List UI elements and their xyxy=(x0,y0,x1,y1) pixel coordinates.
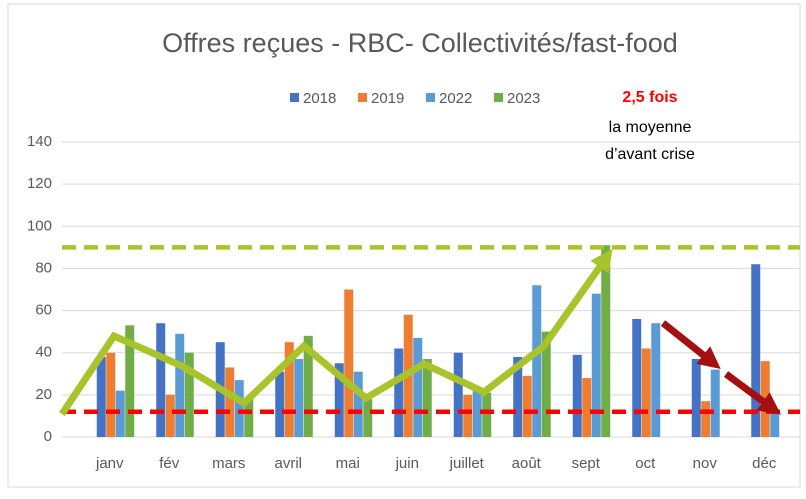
x-tick-label: janv xyxy=(95,455,124,472)
bar xyxy=(294,359,304,437)
bar xyxy=(96,356,106,437)
bar xyxy=(532,285,542,437)
bar xyxy=(156,323,166,437)
annotation-highlight: 2,5 fois xyxy=(622,89,677,106)
y-tick-label: 100 xyxy=(27,217,52,234)
bar xyxy=(463,394,473,437)
bar xyxy=(513,356,523,437)
bar xyxy=(710,369,720,437)
decline-arrow xyxy=(723,371,782,415)
y-tick-label: 80 xyxy=(35,259,52,276)
y-tick-label: 40 xyxy=(35,344,52,361)
legend-label: 2019 xyxy=(371,90,404,107)
bar xyxy=(522,375,532,437)
x-tick-label: mai xyxy=(336,455,360,472)
annotation-text: d’avant crise xyxy=(605,146,695,163)
legend-swatch xyxy=(494,93,503,102)
decline-arrow xyxy=(660,320,721,369)
bar xyxy=(225,367,235,437)
bar xyxy=(234,380,244,437)
bar xyxy=(541,331,551,437)
bar xyxy=(165,394,175,437)
legend-swatch xyxy=(290,93,299,102)
bar xyxy=(591,293,601,437)
y-tick-label: 60 xyxy=(35,302,52,319)
legend-swatch xyxy=(426,93,435,102)
bar xyxy=(751,264,761,437)
bar xyxy=(413,337,423,437)
x-tick-label: nov xyxy=(693,455,718,472)
bar xyxy=(601,245,611,437)
x-tick-label: août xyxy=(512,455,542,472)
bar xyxy=(632,319,642,437)
bar xyxy=(394,348,404,437)
bar xyxy=(275,371,285,437)
bar xyxy=(125,325,135,437)
annotation-text: la moyenne xyxy=(609,119,692,136)
x-tick-label: juillet xyxy=(449,455,485,472)
bar xyxy=(582,378,592,437)
bar xyxy=(244,399,254,437)
bar xyxy=(572,354,582,437)
bar xyxy=(770,409,780,437)
legend-label: 2023 xyxy=(507,90,540,107)
x-tick-label: sept xyxy=(572,455,601,472)
bar xyxy=(472,390,482,437)
y-tick-label: 120 xyxy=(27,175,52,192)
chart-title: Offres reçues - RBC- Collectivités/fast-… xyxy=(162,28,678,58)
x-tick-label: oct xyxy=(635,455,656,472)
bar xyxy=(115,390,125,437)
bar xyxy=(106,352,116,437)
legend-label: 2022 xyxy=(439,90,472,107)
trend-arrow xyxy=(59,248,613,416)
bar xyxy=(453,352,463,437)
bar xyxy=(353,371,363,437)
bar xyxy=(691,359,701,437)
bar xyxy=(701,401,711,437)
bar xyxy=(344,289,354,437)
bar xyxy=(284,342,294,437)
x-tick-label: avril xyxy=(274,455,302,472)
y-tick-label: 20 xyxy=(35,386,52,403)
legend-swatch xyxy=(358,93,367,102)
x-tick-label: fév xyxy=(159,455,180,472)
x-tick-label: juin xyxy=(395,455,419,472)
bar xyxy=(651,323,661,437)
bar xyxy=(363,399,373,437)
x-tick-label: mars xyxy=(212,455,245,472)
legend-label: 2018 xyxy=(303,90,336,107)
y-tick-label: 140 xyxy=(27,133,52,150)
bar xyxy=(641,348,651,437)
y-tick-label: 0 xyxy=(44,428,52,445)
bar xyxy=(184,352,194,437)
bar xyxy=(422,359,432,437)
bar xyxy=(303,335,313,437)
bar xyxy=(334,363,344,437)
x-tick-label: déc xyxy=(752,455,777,472)
bar xyxy=(482,392,492,437)
bar xyxy=(175,333,185,437)
